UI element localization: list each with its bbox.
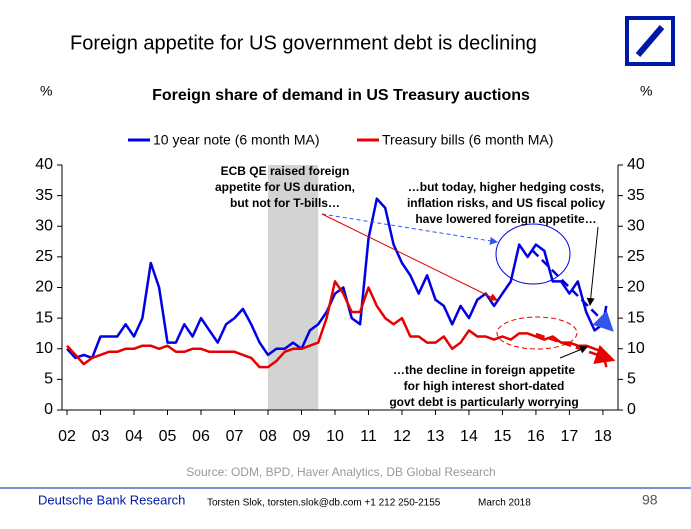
- annotation: govt debt is particularly worrying: [389, 395, 578, 409]
- x-tick-label: 07: [226, 428, 244, 445]
- footer-brand: Deutsche Bank Research: [38, 492, 185, 507]
- y-tick-label: 15: [35, 309, 53, 326]
- y2-tick-label: 25: [627, 248, 645, 265]
- series-line: [66, 197, 608, 360]
- x-tick-label: 09: [293, 428, 311, 445]
- x-tick-label: 03: [92, 428, 110, 445]
- y-tick-label: 30: [35, 217, 53, 234]
- annotation: …the decline in foreign appetite: [393, 363, 575, 377]
- source: Source: ODM, BPD, Haver Analytics, DB Gl…: [186, 465, 495, 479]
- y-tick-label: 20: [35, 279, 53, 296]
- x-tick-label: 05: [159, 428, 177, 445]
- shaded-period: [267, 165, 319, 410]
- x-tick-label: 08: [259, 428, 277, 445]
- y-tick-label: 35: [35, 187, 53, 204]
- legend-label: Treasury bills (6 month MA): [382, 132, 553, 148]
- y-tick-label: 0: [44, 401, 53, 418]
- x-tick-label: 10: [326, 428, 344, 445]
- callouts: [321, 213, 616, 364]
- y2-tick-label: 20: [627, 279, 645, 296]
- annotation: have lowered foreign appetite…: [415, 212, 596, 226]
- y2-tick-label: 0: [627, 401, 636, 418]
- annotation: …but today, higher hedging costs,: [408, 180, 604, 194]
- annotation: inflation risks, and US fiscal policy: [407, 196, 605, 210]
- y-tick-label: 40: [35, 156, 53, 173]
- x-tick-label: 11: [360, 428, 377, 445]
- x-tick-label: 14: [460, 428, 478, 445]
- x-tick-label: 13: [427, 428, 445, 445]
- footer-date: March 2018: [478, 498, 531, 509]
- annotation: for high interest short-dated: [404, 379, 565, 393]
- x-tick-label: 04: [125, 428, 143, 445]
- logo: [625, 16, 675, 66]
- x-tick-label: 17: [561, 428, 579, 445]
- page-number: 98: [642, 492, 658, 508]
- y2-tick-label: 40: [627, 156, 645, 173]
- y2-tick-label: 30: [627, 217, 645, 234]
- y2-axis-label: %: [640, 83, 652, 99]
- x-tick-label: 12: [393, 428, 411, 445]
- x-tick-label: 15: [494, 428, 512, 445]
- y-tick-label: 25: [35, 248, 53, 265]
- y2-tick-label: 15: [627, 309, 645, 326]
- chart-title: Foreign share of demand in US Treasury a…: [152, 87, 530, 104]
- y-tick-label: 5: [44, 371, 53, 388]
- y2-tick-label: 35: [627, 187, 645, 204]
- legend-label: 10 year note (6 month MA): [153, 132, 320, 148]
- slide-title: Foreign appetite for US government debt …: [70, 32, 537, 54]
- annotation: ECB QE raised foreign: [221, 164, 350, 178]
- y-tick-label: 10: [35, 340, 53, 357]
- y2-tick-label: 5: [627, 371, 636, 388]
- x-tick-label: 16: [527, 428, 545, 445]
- annotation: appetite for US duration,: [215, 180, 355, 194]
- y-axis-label: %: [40, 83, 52, 99]
- x-tick-label: 02: [58, 428, 76, 445]
- annotation: but not for T-bills…: [230, 196, 340, 210]
- x-tick-label: 06: [192, 428, 210, 445]
- footer-contact: Torsten Slok, torsten.slok@db.com +1 212…: [207, 498, 441, 509]
- x-tick-label: 18: [594, 428, 612, 445]
- series-line: [66, 280, 608, 369]
- y2-tick-label: 10: [627, 340, 645, 357]
